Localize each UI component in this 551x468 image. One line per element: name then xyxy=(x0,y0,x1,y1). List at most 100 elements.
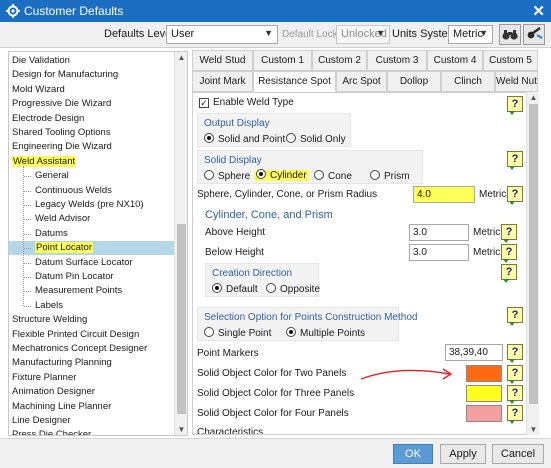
point-markers-input[interactable]: 38,39,40 xyxy=(445,344,503,361)
solid-prism-radio[interactable]: Prism xyxy=(370,170,410,182)
tree-child-item[interactable]: General xyxy=(9,169,176,183)
default-lock-state-label: Default Lock State xyxy=(282,29,364,40)
tree-category-item[interactable]: Die Validation xyxy=(9,54,176,68)
selection-multiple-points-radio[interactable]: Multiple Points xyxy=(286,327,365,339)
ok-button[interactable]: OK xyxy=(393,444,433,464)
tree-category-item[interactable]: Mold Wizard xyxy=(9,83,176,97)
cancel-button[interactable]: Cancel xyxy=(492,444,544,464)
creation-opposite-radio[interactable]: Opposite xyxy=(266,283,320,295)
apply-button[interactable]: Apply xyxy=(440,444,486,464)
tree-category-item[interactable]: Engineering Die Wizard xyxy=(9,140,176,154)
tab-weld-stud[interactable]: Weld Stud xyxy=(192,50,253,71)
tab-custom-1[interactable]: Custom 1 xyxy=(253,50,312,71)
tab-joint-mark[interactable]: Joint Mark xyxy=(192,71,253,92)
tab-custom-5[interactable]: Custom 5 xyxy=(483,50,538,71)
output-solid-and-point-radio[interactable]: Solid and Point xyxy=(204,133,285,145)
tree-item-label: Manufacturing Planning xyxy=(12,357,112,369)
solid-cylinder-radio[interactable]: Cylinder xyxy=(254,169,309,181)
tree-child-item[interactable]: Continuous Welds xyxy=(9,184,176,198)
tree-category-item[interactable]: Electrode Design xyxy=(9,112,176,126)
scrollbar-thumb[interactable] xyxy=(529,104,538,404)
tree-child-item[interactable]: Datum Surface Locator xyxy=(9,256,176,270)
help-icon[interactable]: ? xyxy=(507,186,523,205)
solid-sphere-radio[interactable]: Sphere xyxy=(204,170,250,182)
tab-custom-3[interactable]: Custom 3 xyxy=(367,50,427,71)
tree-item-label: Point Locator xyxy=(35,242,93,254)
above-height-input[interactable]: 3.0 xyxy=(409,224,469,241)
help-icon[interactable]: ? xyxy=(501,244,517,263)
solid-display-group: Solid Display Sphere Cylinder Cone Prism xyxy=(197,150,423,184)
below-height-input[interactable]: 3.0 xyxy=(409,244,469,261)
manage-settings-button[interactable] xyxy=(523,24,545,45)
help-icon[interactable]: ? xyxy=(501,224,517,243)
defaults-level-select[interactable]: User ▼ xyxy=(166,25,278,44)
tree-child-item[interactable]: Datums xyxy=(9,227,176,241)
help-icon[interactable]: ? xyxy=(507,307,523,326)
tree-category-item[interactable]: Design for Manufacturing xyxy=(9,68,176,82)
tree-item-label: Die Validation xyxy=(12,55,70,66)
two-panels-color-swatch[interactable] xyxy=(466,365,502,382)
tree-child-item[interactable]: Measurement Points xyxy=(9,284,176,298)
tree-category-item[interactable]: Weld Assistant xyxy=(9,155,176,169)
help-icon[interactable]: ? xyxy=(507,365,523,384)
selection-option-group: Selection Option for Points Construction… xyxy=(197,307,417,341)
default-lock-state-select[interactable]: Unlocked ▼ xyxy=(336,25,390,44)
help-icon[interactable]: ? xyxy=(507,344,523,363)
panel-scrollbar[interactable]: ▲ ▼ xyxy=(526,92,539,435)
tab-dollop[interactable]: Dollop xyxy=(387,71,441,92)
tree-child-item[interactable]: Legacy Welds (pre NX10) xyxy=(9,198,176,212)
selection-single-point-radio[interactable]: Single Point xyxy=(204,327,271,339)
tree-category-item[interactable]: Machining Line Planner xyxy=(9,400,176,414)
tab-clinch[interactable]: Clinch xyxy=(441,71,495,92)
help-icon[interactable]: ? xyxy=(501,264,517,283)
tree-category-item[interactable]: Mechatronics Concept Designer xyxy=(9,342,176,356)
tree-category-item[interactable]: Line Designer xyxy=(9,414,176,428)
solid-cone-label: Cone xyxy=(328,171,352,182)
scroll-down-icon[interactable]: ▼ xyxy=(529,425,538,434)
radius-input[interactable]: 4.0 xyxy=(413,186,475,203)
tree-child-item[interactable]: Labels xyxy=(9,299,176,313)
radius-unit: Metric xyxy=(479,189,507,200)
scrollbar-thumb[interactable] xyxy=(177,224,186,414)
tree-category-item[interactable]: Manufacturing Planning xyxy=(9,356,176,370)
help-icon[interactable]: ? xyxy=(507,96,523,115)
help-icon[interactable]: ? xyxy=(507,151,523,170)
solid-cone-radio[interactable]: Cone xyxy=(314,170,352,182)
tree-category-item[interactable]: Press Die Checker xyxy=(9,428,176,436)
help-icon[interactable]: ? xyxy=(507,405,523,424)
scroll-up-icon[interactable]: ▲ xyxy=(177,53,186,62)
close-icon[interactable]: ✕ xyxy=(532,3,545,20)
radio-unselected-icon xyxy=(204,170,214,180)
output-solid-only-radio[interactable]: Solid Only xyxy=(286,133,346,145)
tree-category-item[interactable]: Flexible Printed Circuit Design xyxy=(9,328,176,342)
scroll-up-icon[interactable]: ▲ xyxy=(529,93,538,102)
tab-resistance-spot[interactable]: Resistance Spot xyxy=(253,71,336,92)
three-panels-color-swatch[interactable] xyxy=(466,385,502,402)
tab-arc-spot[interactable]: Arc Spot xyxy=(336,71,387,92)
tree-category-item[interactable]: Structure Welding xyxy=(9,313,176,327)
creation-default-radio[interactable]: Default xyxy=(212,283,258,295)
checkbox-checked-icon: ✓ xyxy=(199,98,209,108)
gear-icon xyxy=(6,4,20,18)
tree-category-item[interactable]: Shared Tooling Options xyxy=(9,126,176,140)
scroll-down-icon[interactable]: ▼ xyxy=(177,425,186,434)
tab-custom-2[interactable]: Custom 2 xyxy=(312,50,367,71)
tree-category-item[interactable]: Animation Designer xyxy=(9,385,176,399)
tree-item-label: Press Die Checker xyxy=(12,429,92,436)
tree-category-item[interactable]: Progressive Die Wizard xyxy=(9,97,176,111)
tree-scrollbar[interactable]: ▲ ▼ xyxy=(174,52,187,435)
tab-custom-4[interactable]: Custom 4 xyxy=(427,50,483,71)
tree-category-item[interactable]: Fixture Planner xyxy=(9,371,176,385)
radio-selected-icon xyxy=(204,133,214,143)
tree-child-item[interactable]: Weld Advisor xyxy=(9,212,176,226)
enable-weld-type-checkbox[interactable]: ✓ Enable Weld Type xyxy=(199,97,294,108)
tree-item-label: Line Designer xyxy=(12,415,71,426)
tab-weld-nut[interactable]: Weld Nut xyxy=(495,71,538,92)
help-icon[interactable]: ? xyxy=(507,385,523,404)
find-default-button[interactable] xyxy=(499,24,521,45)
below-height-label: Below Height xyxy=(205,247,264,258)
units-system-select[interactable]: Metric ▼ xyxy=(448,25,493,44)
tree-child-item[interactable]: Datum Pin Locator xyxy=(9,270,176,284)
tree-child-item[interactable]: Point Locator xyxy=(9,241,176,256)
four-panels-color-swatch[interactable] xyxy=(466,405,502,422)
